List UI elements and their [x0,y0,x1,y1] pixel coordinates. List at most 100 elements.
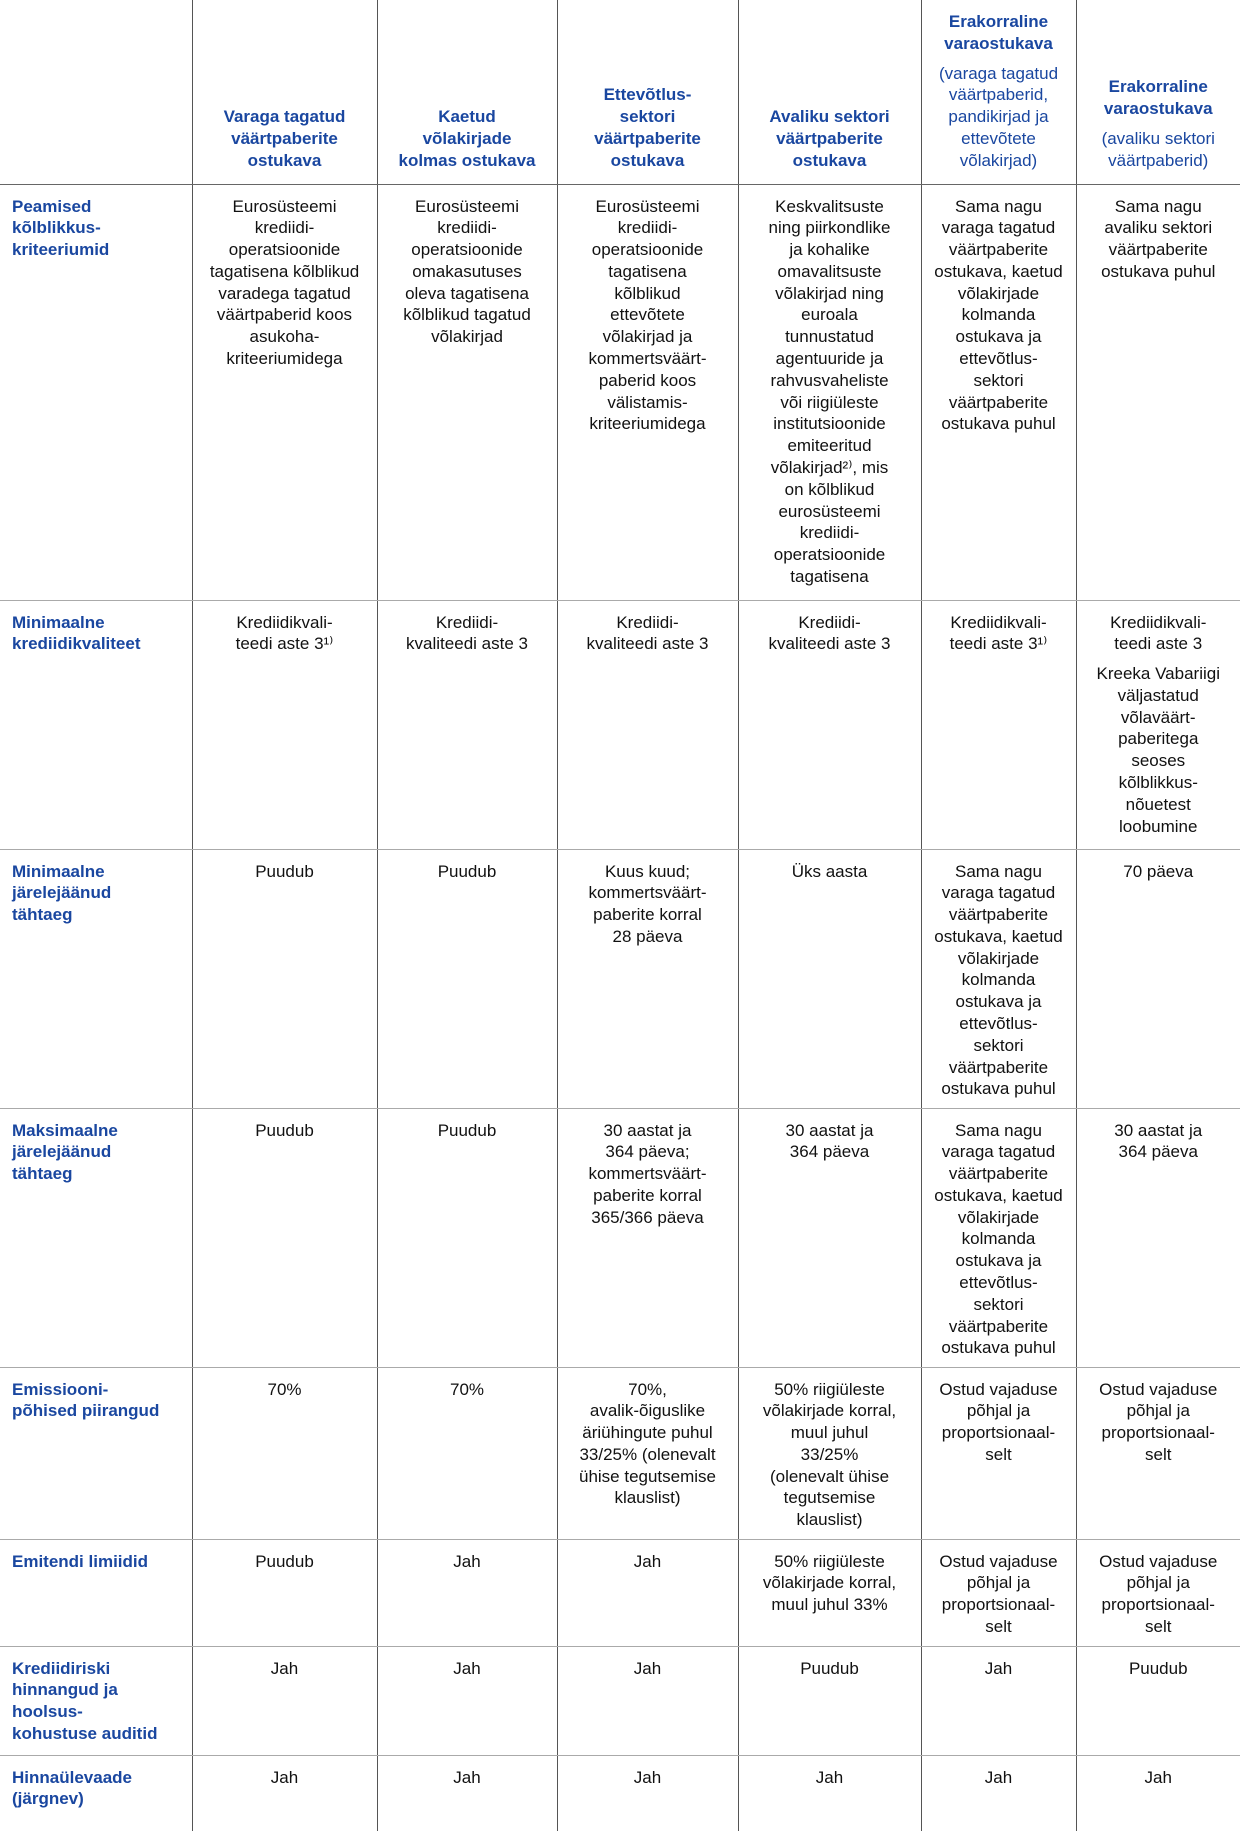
column-title: Erakorraline varaostukava [1103,77,1213,119]
cell-text: Ostud vajaduse põhjal ja proportsionaal-… [1099,1551,1218,1636]
column-header: Kaetud võlakirjade kolmas ostukava [376,0,557,185]
table-cell: Ostud vajaduse põhjal ja proportsionaal-… [1075,1539,1240,1647]
cell-text: Eurosüsteemi krediidi- operatsioonide om… [403,196,531,347]
cell-text: Jah [984,1658,1013,1678]
column-title: Ettevõtlus- sektori väärtpaberite ostuka… [594,85,701,170]
table-cell: Jah [556,1646,738,1756]
table-row: Maksimaalne järelejäänud tähtaeg Puudub Pu… [0,1108,1240,1368]
cell-text: Puudub [800,1658,859,1678]
table-cell: Puudub [191,1108,377,1368]
column-title: Erakorraline varaostukava [944,11,1053,53]
cell-text: Jah [815,1767,844,1787]
cell-text: Krediidikvali- teedi aste 3 [1110,612,1207,654]
table-cell: Puudub [191,849,377,1109]
cell-text: Jah [1144,1767,1172,1787]
cell-text: Eurosüsteemi krediidi- operatsioonide ta… [209,196,360,369]
cell-text: Jah [633,1551,662,1571]
table-cell: Puudub [191,1539,377,1647]
table-cell: Eurosüsteemi krediidi- operatsioonide ta… [191,184,377,601]
column-title: Varaga tagatud väärtpaberite ostukava [223,107,346,170]
column-header: Varaga tagatud väärtpaberite ostukava [191,0,377,185]
column-header: Erakorraline varaostukava (varaga tagatud… [920,0,1076,185]
table-cell: Ostud vajaduse põhjal ja proportsionaal-… [920,1367,1076,1540]
row-label: Emissiooni- põhised piirangud [0,1367,192,1540]
cell-text: Jah [633,1767,662,1787]
cell-text: Jah [453,1658,481,1678]
table-cell: Jah [556,1539,738,1647]
table-cell: Jah [376,1646,557,1756]
cell-text: Üks aasta [791,861,868,881]
table-cell: Sama nagu avaliku sektori väärtpaberite … [1075,184,1240,601]
table-cell: Ostud vajaduse põhjal ja proportsionaal-… [1075,1367,1240,1540]
table-cell: Krediidi- kvaliteedi aste 3 [737,600,921,850]
cell-text: 70 päeva [1123,861,1194,881]
column-header: Erakorraline varaostukava (avaliku sektor… [1075,0,1240,185]
cell-text: Puudub [255,1551,314,1571]
column-title: Kaetud võlakirjade kolmas ostukava [398,107,536,170]
table-cell: Puudub [376,849,557,1109]
table-cell: 50% riigiüleste võlakirjade korral, muul… [737,1367,921,1540]
table-cell: Krediidikvali- teedi aste 3 Kreeka Vabari… [1075,600,1240,850]
table-cell: Jah [920,1755,1076,1831]
row-label: Peamised kõlblikkus- kriteeriumid [0,184,192,601]
table-cell: Krediidikvali- teedi aste 3¹⁾ [920,600,1076,850]
table-cell: Krediidi- kvaliteedi aste 3 [376,600,557,850]
cell-text: Jah [633,1658,662,1678]
cell-text: 30 aastat ja 364 päeva; kommertsväärt- p… [588,1120,707,1227]
table-cell: 70% [191,1367,377,1540]
table-cell: Jah [1075,1755,1240,1831]
cell-text: Puudub [255,1120,314,1140]
table-cell: 70 päeva [1075,849,1240,1109]
cell-text: 50% riigiüleste võlakirjade korral, muul… [762,1551,897,1615]
cell-text: Kreeka Vabariigi väljastatud võlaväärt- … [1096,664,1220,836]
cell-text: Jah [270,1658,299,1678]
table-cell: Eurosüsteemi krediidi- operatsioonide ta… [556,184,738,601]
table-row: Emitendi limiidid Puudub Jah Jah 50% riigiül… [0,1539,1240,1647]
cell-text: Kuus kuud; kommertsväärt- paberite korra… [588,861,707,946]
table-cell: Puudub [376,1108,557,1368]
row-label: Minimaalne järelejäänud tähtaeg [0,849,192,1109]
cell-text: 70%, avalik-õiguslike äriühingute puhul … [578,1379,717,1508]
cell-text: Krediidi- kvaliteedi aste 3 [768,612,891,654]
cell-text: 30 aastat ja 364 päeva [785,1120,874,1162]
table-cell: 50% riigiüleste võlakirjade korral, muul… [737,1539,921,1647]
table-cell: 30 aastat ja 364 päeva; kommertsväärt- p… [556,1108,738,1368]
cell-text: 70% [449,1379,485,1399]
table-row: Peamised kõlblikkus- kriteeriumid Eurosüs… [0,184,1240,601]
column-title: Avaliku sektori väärtpaberite ostukava [769,107,890,170]
table-row: Hinnaülevaade (järgnev) Jah Jah Jah Jah Jah Ja… [0,1755,1240,1831]
cell-text: Keskvalitsuste ning piirkondlike ja koha… [768,196,891,587]
cell-text: Puudub [437,1120,497,1140]
table-cell: 70% [376,1367,557,1540]
table-cell: Jah [376,1539,557,1647]
cell-text: Jah [453,1551,481,1571]
table-cell: Sama nagu varaga tagatud väärtpaberite o… [920,1108,1076,1368]
table-row: Krediidiriski hinnangud ja hoolsus- kohu… [0,1646,1240,1756]
table-cell: Jah [920,1646,1076,1756]
table-cell: Sama nagu varaga tagatud väärtpaberite o… [920,849,1076,1109]
table-cell: Jah [191,1755,377,1831]
table-row: Minimaalne järelejäänud tähtaeg Puudub Puu… [0,849,1240,1109]
cell-text: Sama nagu varaga tagatud väärtpaberite o… [934,196,1063,434]
cell-text: Krediidikvali- teedi aste 3¹⁾ [235,612,334,654]
header-row: Varaga tagatud väärtpaberite ostukava Kae… [0,0,1240,185]
table-cell: Eurosüsteemi krediidi- operatsioonide om… [376,184,557,601]
row-label: Emitendi limiidid [0,1539,192,1647]
column-note: (varaga tagatud väärtpaberid, pandikirja… [938,63,1059,170]
cell-text: 50% riigiüleste võlakirjade korral, muul… [762,1379,897,1530]
cell-text: Ostud vajaduse põhjal ja proportsionaal-… [939,1379,1058,1464]
cell-text: Ostud vajaduse põhjal ja proportsionaal-… [1099,1379,1218,1464]
empty-header [0,0,192,185]
cell-text: Eurosüsteemi krediidi- operatsioonide ta… [588,196,707,434]
table-cell: Jah [376,1755,557,1831]
cell-text: Jah [984,1767,1013,1787]
cell-text: Krediidikvali- teedi aste 3¹⁾ [949,612,1048,654]
cell-text: Sama nagu varaga tagatud väärtpaberite o… [934,1120,1063,1358]
row-label: Minimaalne krediidikvaliteet [0,600,192,850]
cell-text: 30 aastat ja 364 päeva [1114,1120,1203,1162]
table-cell: Jah [556,1755,738,1831]
cell-text: Sama nagu avaliku sektori väärtpaberite … [1101,196,1216,281]
row-label: Krediidiriski hinnangud ja hoolsus- kohu… [0,1646,192,1756]
table-cell: Sama nagu varaga tagatud väärtpaberite o… [920,184,1076,601]
